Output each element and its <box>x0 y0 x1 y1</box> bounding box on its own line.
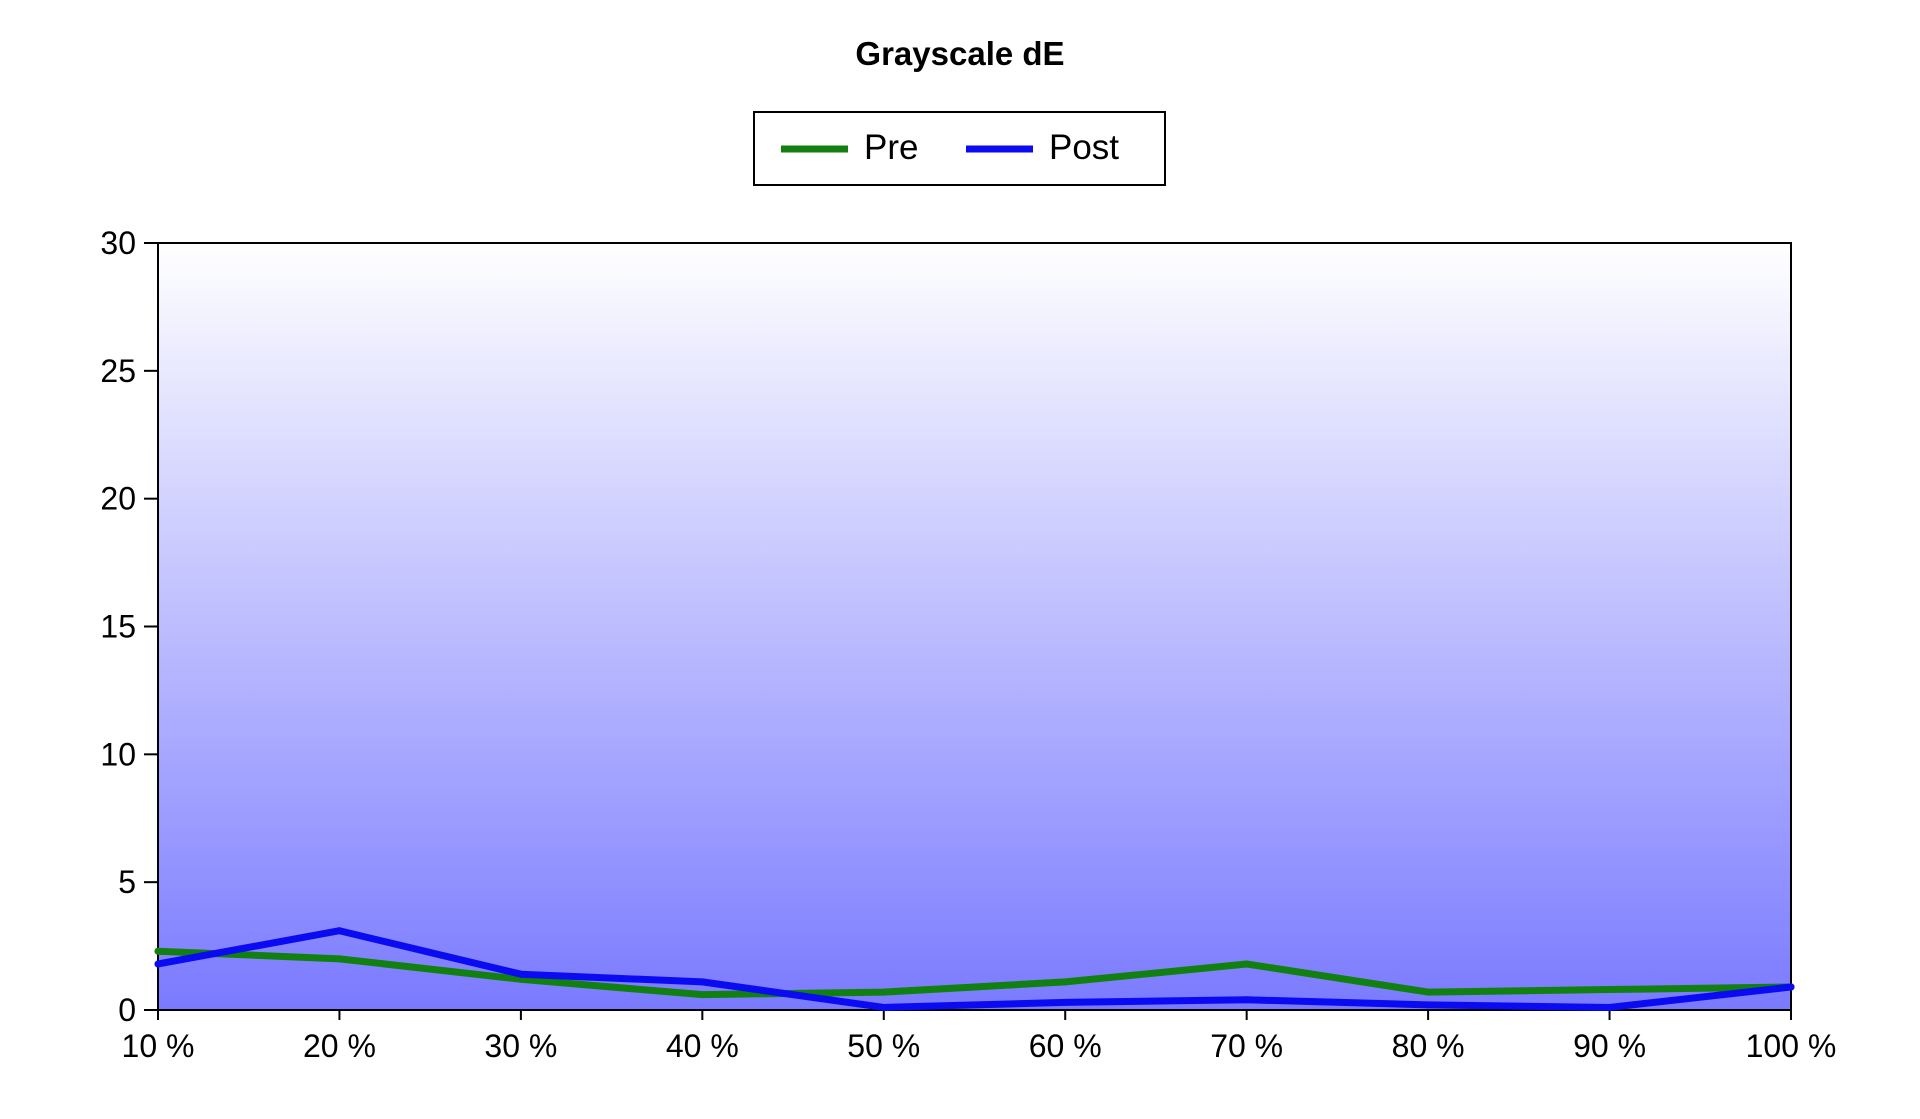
x-tick-label: 50 % <box>847 1028 920 1064</box>
data-point-pre <box>154 947 162 955</box>
legend-label-post: Post <box>1049 128 1119 167</box>
data-point-pre <box>698 991 706 999</box>
x-tick-label: 10 % <box>122 1028 195 1064</box>
data-point-post <box>154 960 162 968</box>
y-tick-label: 5 <box>118 864 136 900</box>
data-point-post <box>698 978 706 986</box>
data-point-post <box>1424 1001 1432 1009</box>
y-tick-label: 30 <box>100 225 136 261</box>
x-tick-label: 60 % <box>1029 1028 1102 1064</box>
series-lines <box>154 927 1795 1011</box>
x-tick-label: 80 % <box>1392 1028 1465 1064</box>
x-tick-label: 70 % <box>1210 1028 1283 1064</box>
y-tick-label: 0 <box>118 992 136 1028</box>
chart-title: Grayscale dE <box>855 35 1064 72</box>
y-tick-label: 10 <box>100 736 136 772</box>
legend: Pre Post <box>753 111 1166 186</box>
plot-background <box>158 243 1791 1010</box>
data-point-pre <box>1606 986 1614 994</box>
x-tick-label: 40 % <box>666 1028 739 1064</box>
data-point-post <box>335 927 343 935</box>
x-tick-label: 90 % <box>1573 1028 1646 1064</box>
data-point-post <box>517 970 525 978</box>
data-point-pre <box>1424 988 1432 996</box>
x-tick-label: 100 % <box>1746 1028 1837 1064</box>
data-point-pre <box>880 988 888 996</box>
y-tick-label: 15 <box>100 609 136 645</box>
data-point-post <box>880 1003 888 1011</box>
data-point-post <box>1061 998 1069 1006</box>
x-tick-label: 20 % <box>303 1028 376 1064</box>
legend-label-pre: Pre <box>864 128 918 167</box>
plot-area <box>158 243 1791 1010</box>
data-point-post <box>1787 983 1795 991</box>
y-tick-label: 20 <box>100 481 136 517</box>
data-point-post <box>1243 996 1251 1004</box>
data-point-pre <box>335 955 343 963</box>
series-line-pre <box>154 947 1795 999</box>
y-tick-label: 25 <box>100 353 136 389</box>
data-point-pre <box>1061 978 1069 986</box>
axes: 0 5 10 15 20 25 30 10 % 20 % 30 % 40 % 50 % 60 % 70 %… <box>100 225 1836 1064</box>
x-tick-label: 30 % <box>484 1028 557 1064</box>
series-line-post <box>154 927 1795 1011</box>
data-point-pre <box>1243 960 1251 968</box>
data-point-post <box>1606 1003 1614 1011</box>
